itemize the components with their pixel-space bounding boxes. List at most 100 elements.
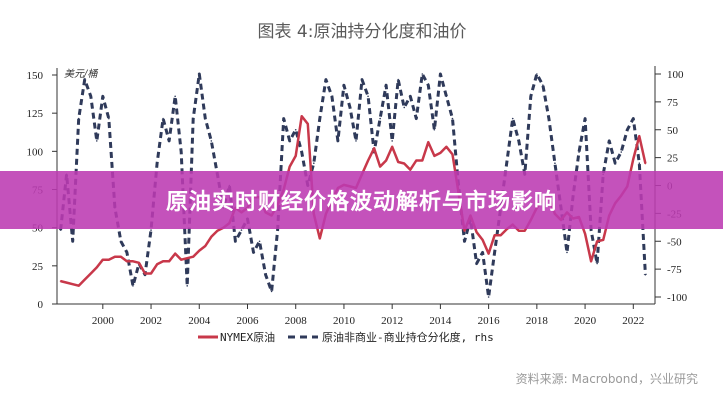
- data-point-oil-price: [403, 162, 406, 165]
- data-point-oil-price: [590, 260, 592, 263]
- data-point-oil-price: [487, 252, 490, 255]
- data-point-positioning: [294, 128, 297, 131]
- headline-banner: 原油实时财经价格波动解析与市场影响: [0, 171, 723, 229]
- data-point-oil-price: [451, 153, 454, 156]
- data-point-oil-price: [421, 159, 424, 162]
- data-point-positioning: [397, 78, 399, 81]
- data-point-positioning: [156, 162, 158, 164]
- data-point-positioning: [385, 84, 387, 86]
- data-point-positioning: [252, 251, 255, 254]
- data-point-positioning: [180, 151, 182, 153]
- data-point-positioning: [150, 229, 152, 231]
- data-point-positioning: [343, 84, 345, 86]
- data-point-positioning: [337, 140, 339, 142]
- right-axis-tick-label: -50: [667, 236, 682, 248]
- data-point-positioning: [102, 95, 104, 98]
- data-point-positioning: [644, 273, 647, 276]
- right-axis-tick-label: 50: [667, 125, 679, 137]
- data-point-oil-price: [138, 261, 140, 264]
- left-axis-tick-label: 100: [27, 146, 44, 158]
- data-point-positioning: [198, 73, 201, 75]
- data-point-positioning: [403, 106, 406, 109]
- data-point-positioning: [313, 162, 315, 164]
- x-axis-tick-label: 2016: [478, 315, 501, 327]
- source-note: 资料来源: Macrobond，兴业研究: [516, 371, 698, 386]
- x-axis-tick-label: 2006: [236, 315, 259, 327]
- data-point-positioning: [361, 78, 363, 81]
- data-point-oil-price: [409, 168, 412, 171]
- data-point-positioning: [258, 240, 261, 243]
- data-point-positioning: [59, 229, 62, 231]
- data-point-positioning: [367, 95, 369, 98]
- data-point-oil-price: [204, 245, 207, 247]
- right-axis-tick-label: -100: [667, 292, 688, 304]
- data-point-oil-price: [517, 229, 520, 232]
- data-point-oil-price: [415, 159, 418, 162]
- data-point-positioning: [614, 162, 617, 164]
- data-point-positioning: [192, 117, 195, 120]
- data-point-positioning: [632, 117, 635, 120]
- left-unit-label: 美元/桶: [64, 68, 98, 80]
- data-point-oil-price: [156, 263, 158, 266]
- data-point-positioning: [421, 73, 424, 75]
- data-point-oil-price: [71, 283, 74, 285]
- data-point-oil-price: [523, 229, 526, 232]
- data-point-oil-price: [144, 272, 146, 275]
- data-point-positioning: [288, 140, 291, 142]
- data-point-oil-price: [379, 165, 381, 168]
- right-axis-tick-label: 100: [667, 69, 684, 81]
- data-point-oil-price: [77, 284, 80, 287]
- data-point-positioning: [174, 95, 176, 98]
- data-point-oil-price: [475, 231, 478, 234]
- data-point-positioning: [379, 117, 381, 120]
- data-point-positioning: [108, 117, 110, 120]
- data-point-positioning: [89, 95, 92, 98]
- data-point-positioning: [536, 73, 538, 75]
- legend-label-positioning: 原油非商业-商业持仓分化度, rhs: [322, 330, 494, 344]
- data-point-positioning: [415, 117, 418, 120]
- data-point-oil-price: [59, 280, 62, 282]
- chart-title: 图表 4:原油持分化度和油价: [258, 22, 467, 42]
- data-point-oil-price: [120, 255, 122, 258]
- legend: NYMEX原油 原油非商业-商业持仓分化度, rhs: [198, 330, 494, 344]
- x-axis-tick-label: 2008: [285, 315, 308, 327]
- data-point-oil-price: [65, 281, 68, 284]
- data-point-oil-price: [373, 147, 375, 150]
- data-point-oil-price: [216, 229, 219, 232]
- data-point-oil-price: [192, 255, 195, 258]
- data-point-oil-price: [114, 255, 116, 258]
- data-point-positioning: [638, 162, 641, 164]
- data-point-positioning: [427, 84, 430, 86]
- data-point-positioning: [120, 240, 122, 243]
- x-axis-tick-label: 2012: [381, 315, 403, 327]
- data-point-positioning: [95, 140, 98, 142]
- left-axis-tick-label: 125: [27, 108, 44, 120]
- data-point-positioning: [548, 117, 550, 120]
- data-point-positioning: [493, 251, 496, 254]
- data-point-positioning: [487, 296, 490, 298]
- data-point-positioning: [168, 140, 170, 142]
- headline-text: 原油实时财经价格波动解析与市场影响: [165, 190, 557, 215]
- data-point-oil-price: [186, 257, 189, 260]
- data-point-positioning: [234, 240, 237, 243]
- data-point-positioning: [355, 140, 357, 142]
- data-point-positioning: [240, 229, 243, 231]
- x-axis-tick-label: 2014: [429, 315, 452, 327]
- left-axis-tick-label: 150: [27, 70, 44, 82]
- x-axis-tick-label: 2004: [188, 315, 211, 327]
- data-point-oil-price: [445, 145, 448, 148]
- data-point-oil-price: [210, 236, 213, 238]
- data-point-positioning: [542, 84, 544, 86]
- data-point-positioning: [409, 95, 412, 98]
- data-point-oil-price: [95, 266, 98, 269]
- data-point-oil-price: [602, 239, 604, 241]
- data-point-positioning: [584, 117, 586, 120]
- data-point-positioning: [83, 78, 86, 81]
- data-point-oil-price: [300, 115, 303, 118]
- data-point-oil-price: [391, 145, 393, 148]
- data-point-positioning: [439, 73, 442, 75]
- data-point-oil-price: [596, 240, 598, 243]
- right-axis-tick-label: -75: [667, 264, 682, 276]
